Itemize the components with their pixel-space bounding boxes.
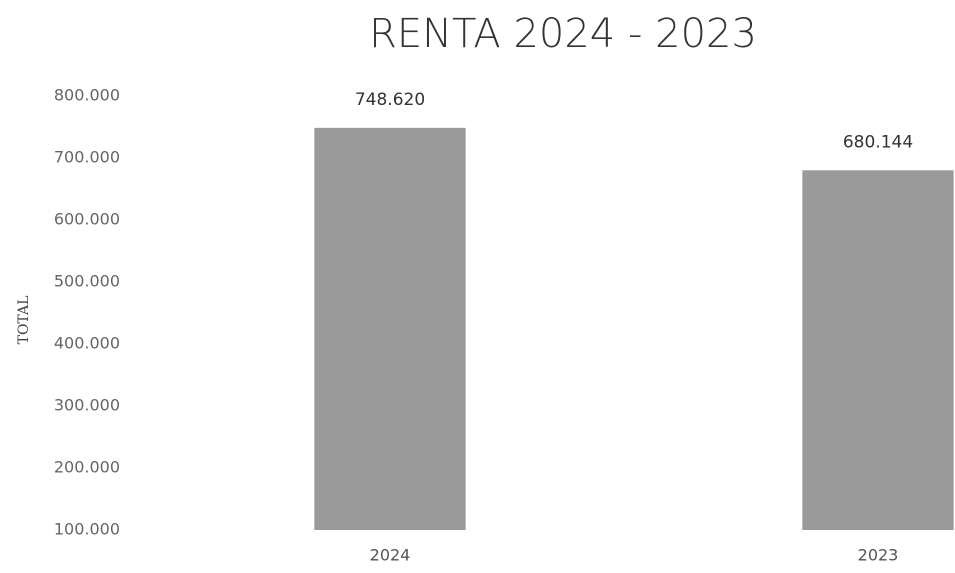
y-tick-label: 800.000 (54, 86, 120, 105)
y-tick-label: 700.000 (54, 148, 120, 167)
chart-title: RENTA 2024 - 2023 (369, 11, 757, 57)
value-label: 680.144 (843, 132, 913, 152)
y-tick-label: 600.000 (54, 210, 120, 229)
y-tick-label: 500.000 (54, 272, 120, 291)
y-tick-label: 400.000 (54, 334, 120, 353)
bar (314, 127, 466, 531)
x-tick-label: 2024 (370, 546, 411, 565)
x-tick-label: 2023 (858, 546, 899, 565)
y-axis-label: TOTAL (16, 296, 32, 345)
value-label: 748.620 (355, 90, 425, 110)
y-tick-label: 300.000 (54, 396, 120, 415)
bar (802, 170, 954, 530)
y-tick-label: 200.000 (54, 458, 120, 477)
y-tick-label: 100.000 (54, 520, 120, 539)
